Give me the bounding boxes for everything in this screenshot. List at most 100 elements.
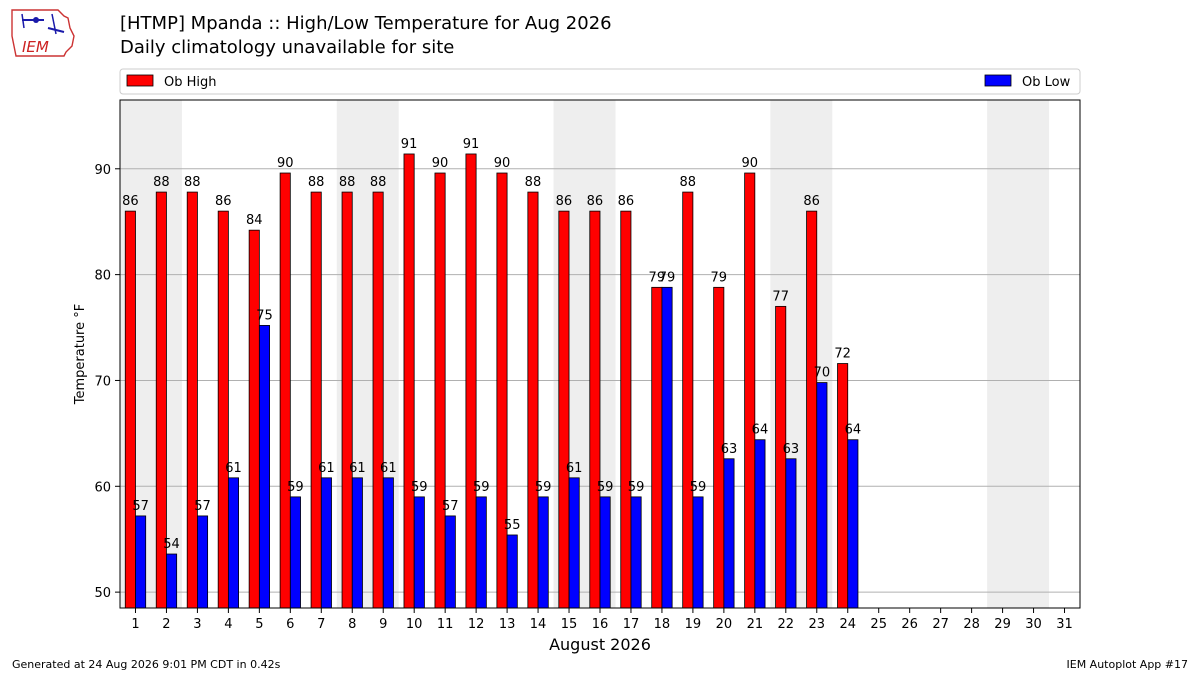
bar-low-day-21 [754, 439, 766, 609]
bar-label-high-day-21: 90 [741, 156, 758, 171]
bar-label-high-day-3: 88 [184, 175, 201, 190]
x-tick-label: 28 [963, 617, 980, 632]
bar-label-low-day-22: 63 [783, 442, 800, 457]
legend-swatch-high [126, 74, 154, 87]
bar-label-low-day-21: 64 [752, 423, 769, 438]
bar-low-day-11 [444, 515, 456, 609]
x-axis-label: August 2026 [549, 635, 651, 654]
x-tick-label: 18 [654, 617, 671, 632]
bar-label-low-day-13: 55 [504, 518, 521, 533]
bar-label-high-day-5: 84 [246, 213, 263, 228]
bar-value-labels: 86 88 88 86 84 90 88 88 88 91 90 91 90 88 86 86 86 79 88 79… [122, 137, 861, 552]
bar-high-day-19 [682, 191, 694, 609]
bar-high-day-17 [620, 210, 632, 609]
bar-label-low-day-9: 61 [380, 461, 397, 476]
bar-label-low-day-11: 57 [442, 499, 459, 514]
x-tick-label: 21 [747, 617, 764, 632]
y-axis-label: Temperature °F [73, 304, 88, 405]
bar-high-day-12 [465, 153, 477, 609]
bar-label-low-day-20: 63 [721, 442, 738, 457]
bar-high-day-16 [589, 210, 601, 609]
bar-label-low-day-1: 57 [132, 499, 149, 514]
footer-app-credit: IEM Autoplot App #17 [1066, 658, 1189, 671]
bar-low-day-1 [135, 515, 147, 609]
bar-low-day-17 [630, 496, 642, 609]
bar-high-day-18 [651, 286, 663, 609]
bar-label-high-day-9: 88 [370, 175, 387, 190]
bar-high-day-21 [744, 172, 756, 609]
x-tick-label: 24 [839, 617, 856, 632]
x-tick-label: 3 [193, 617, 201, 632]
bar-low-day-23 [816, 382, 828, 609]
bar-label-high-day-6: 90 [277, 156, 294, 171]
x-tick-label: 31 [1056, 617, 1073, 632]
x-tick-label: 10 [406, 617, 423, 632]
bar-label-high-day-4: 86 [215, 194, 232, 209]
bar-label-high-day-15: 86 [556, 194, 573, 209]
bar-low-day-24 [847, 439, 859, 609]
x-tick-label: 11 [437, 617, 454, 632]
x-tick-label: 9 [379, 617, 387, 632]
bar-low-day-22 [785, 458, 797, 609]
bar-low-day-19 [692, 496, 704, 609]
x-tick-label: 19 [685, 617, 702, 632]
bar-label-high-day-17: 86 [618, 194, 635, 209]
bar-label-low-day-4: 61 [225, 461, 242, 476]
x-axis: 1 2 3 4 5 6 7 8 9 10 11 12 13 14 15 16 17 18 19 20 21 22 23 24 2… [131, 608, 1073, 632]
bar-label-low-day-19: 59 [690, 480, 707, 495]
weekend-band [987, 100, 1050, 608]
x-tick-label: 30 [1025, 617, 1042, 632]
bar-label-high-day-7: 88 [308, 175, 325, 190]
x-tick-label: 14 [530, 617, 547, 632]
bar-high-day-9 [372, 191, 384, 609]
bar-label-low-day-18: 79 [659, 270, 676, 285]
y-tick-label: 50 [94, 586, 111, 601]
bar-label-low-day-12: 59 [473, 480, 490, 495]
bar-label-low-day-5: 75 [256, 308, 273, 323]
bars [124, 153, 859, 609]
x-tick-label: 2 [162, 617, 170, 632]
bar-high-day-24 [837, 363, 849, 609]
bar-label-low-day-23: 70 [814, 366, 831, 381]
bar-label-high-day-19: 88 [680, 175, 697, 190]
bar-high-day-14 [527, 191, 539, 609]
bar-label-low-day-17: 59 [628, 480, 645, 495]
bar-low-day-5 [258, 325, 270, 609]
x-tick-label: 5 [255, 617, 263, 632]
bar-high-day-15 [558, 210, 570, 609]
bar-label-low-day-10: 59 [411, 480, 428, 495]
bar-low-day-20 [723, 458, 735, 609]
legend-box [119, 68, 1081, 95]
x-tick-label: 1 [131, 617, 139, 632]
legend: Ob High Ob Low [119, 68, 1081, 95]
bar-high-day-23 [806, 210, 818, 609]
bar-high-day-6 [279, 172, 291, 609]
footer-generated-text: Generated at 24 Aug 2026 9:01 PM CDT in … [12, 658, 281, 671]
y-tick-label: 90 [94, 163, 111, 178]
bar-label-high-day-2: 88 [153, 175, 170, 190]
bar-label-high-day-8: 88 [339, 175, 356, 190]
bar-label-high-day-16: 86 [587, 194, 604, 209]
bar-high-day-8 [341, 191, 353, 609]
bar-low-day-10 [413, 496, 425, 609]
x-tick-label: 16 [592, 617, 609, 632]
bar-label-high-day-22: 77 [772, 289, 789, 304]
bar-high-day-11 [434, 172, 446, 609]
bar-high-day-22 [775, 305, 787, 609]
bar-label-high-day-14: 88 [525, 175, 542, 190]
bar-high-day-7 [310, 191, 322, 609]
bar-low-day-2 [166, 553, 178, 609]
x-tick-label: 17 [623, 617, 640, 632]
bar-label-high-day-23: 86 [803, 194, 820, 209]
bar-low-day-12 [475, 496, 487, 609]
bar-high-day-13 [496, 172, 508, 609]
bar-label-high-day-24: 72 [834, 347, 851, 362]
bar-low-day-18 [661, 286, 673, 609]
x-tick-label: 20 [716, 617, 733, 632]
x-tick-label: 8 [348, 617, 356, 632]
bar-label-low-day-8: 61 [349, 461, 366, 476]
bar-label-high-day-20: 79 [710, 270, 727, 285]
bar-low-day-15 [568, 477, 580, 609]
logo-wordmark: IEM [22, 38, 49, 56]
